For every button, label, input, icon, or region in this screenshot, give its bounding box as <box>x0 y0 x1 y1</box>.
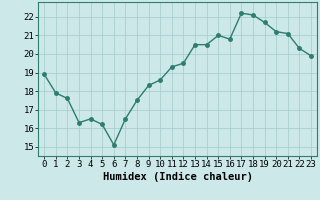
X-axis label: Humidex (Indice chaleur): Humidex (Indice chaleur) <box>103 172 252 182</box>
